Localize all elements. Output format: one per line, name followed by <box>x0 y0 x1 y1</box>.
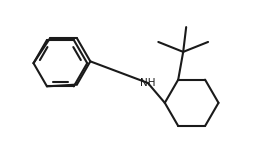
Text: NH: NH <box>140 78 156 88</box>
